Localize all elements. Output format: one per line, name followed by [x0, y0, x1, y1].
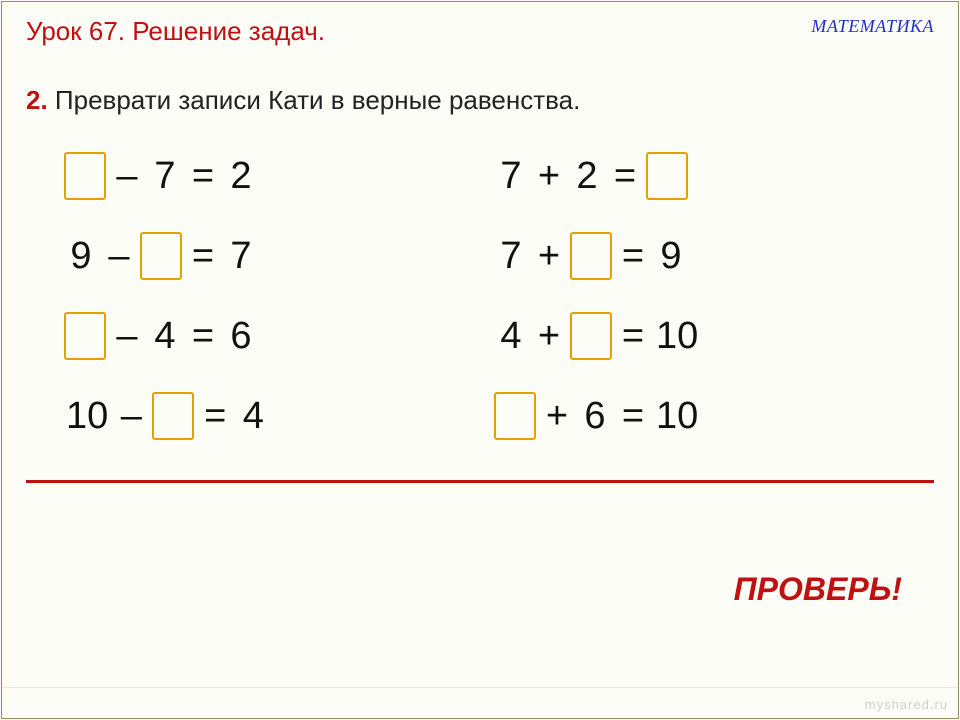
- equations-area: –7=29–=7–4=610–=4 7+2=7+=94+=10+6=10: [2, 136, 958, 456]
- equation-token: 4: [492, 315, 530, 358]
- equation-token: 7: [492, 155, 530, 198]
- equation-token: 2: [568, 155, 606, 198]
- equation-token: 10: [62, 395, 112, 438]
- equation-row: –4=6: [62, 296, 492, 376]
- equation-row: 7+2=: [492, 136, 922, 216]
- equation-token: +: [530, 235, 568, 278]
- equation-token: –: [112, 395, 150, 438]
- equation-token: 4: [146, 315, 184, 358]
- answer-blank[interactable]: [64, 152, 106, 200]
- equation-token: =: [614, 395, 652, 438]
- equation-token: 2: [222, 155, 260, 198]
- equation-token: =: [614, 235, 652, 278]
- equations-column-left: –7=29–=7–4=610–=4: [62, 136, 492, 456]
- equation-token: =: [614, 315, 652, 358]
- answer-blank[interactable]: [570, 312, 612, 360]
- equation-token: 6: [576, 395, 614, 438]
- task-prompt: 2. Преврати записи Кати в верные равенст…: [2, 51, 958, 128]
- equation-row: –7=2: [62, 136, 492, 216]
- equation-token: 10: [652, 315, 702, 358]
- equation-token: +: [530, 315, 568, 358]
- equation-token: –: [108, 155, 146, 198]
- equation-token: =: [184, 155, 222, 198]
- equation-token: =: [184, 315, 222, 358]
- task-text: Преврати записи Кати в верные равенства.: [55, 85, 580, 115]
- lesson-title: Урок 67. Решение задач.: [26, 16, 325, 47]
- answer-blank[interactable]: [140, 232, 182, 280]
- answer-blank[interactable]: [494, 392, 536, 440]
- equation-token: +: [530, 155, 568, 198]
- equation-row: 10– =4: [62, 376, 492, 456]
- equation-token: 9: [62, 235, 100, 278]
- answer-blank[interactable]: [64, 312, 106, 360]
- answer-blank[interactable]: [152, 392, 194, 440]
- equation-token: –: [108, 315, 146, 358]
- equation-row: 9– =7: [62, 216, 492, 296]
- answer-blank[interactable]: [646, 152, 688, 200]
- check-label: ПРОВЕРЬ!: [2, 483, 958, 608]
- subject-label: МАТЕМАТИКА: [811, 16, 934, 37]
- equation-token: 7: [146, 155, 184, 198]
- header: Урок 67. Решение задач. МАТЕМАТИКА: [2, 2, 958, 51]
- equation-row: 7+ =9: [492, 216, 922, 296]
- equation-token: –: [100, 235, 138, 278]
- equation-row: 4+ =10: [492, 296, 922, 376]
- equations-column-right: 7+2=7+=94+=10+6=10: [492, 136, 922, 456]
- equation-token: =: [196, 395, 234, 438]
- equation-token: =: [184, 235, 222, 278]
- equation-token: 10: [652, 395, 702, 438]
- equation-row: +6=10: [492, 376, 922, 456]
- answer-blank[interactable]: [570, 232, 612, 280]
- equation-token: 7: [222, 235, 260, 278]
- equation-token: 7: [492, 235, 530, 278]
- task-number: 2.: [26, 85, 48, 115]
- watermark: myshared.ru: [865, 697, 948, 712]
- equation-token: =: [606, 155, 644, 198]
- slide-frame: Урок 67. Решение задач. МАТЕМАТИКА 2. Пр…: [1, 1, 959, 719]
- equation-token: +: [538, 395, 576, 438]
- equation-token: 4: [234, 395, 272, 438]
- equation-token: 6: [222, 315, 260, 358]
- footer-rule: [2, 687, 958, 688]
- equation-token: 9: [652, 235, 690, 278]
